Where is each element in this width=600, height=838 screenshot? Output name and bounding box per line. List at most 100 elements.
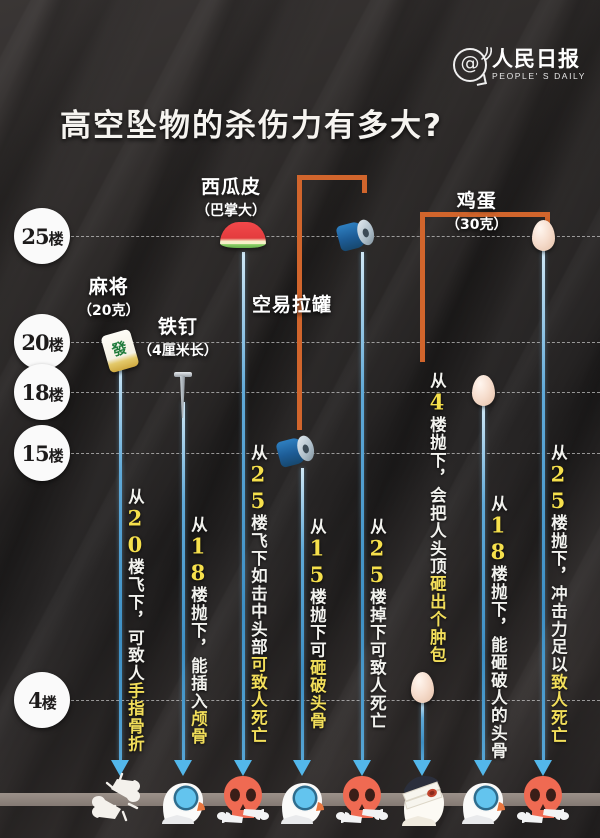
floor-badge-text: 18楼 bbox=[21, 379, 63, 405]
caption-part: 从 bbox=[125, 488, 145, 506]
floor-badge-20: 20楼 bbox=[14, 314, 70, 370]
drop-line-egg-18 bbox=[481, 405, 485, 760]
can-bracket-top bbox=[297, 175, 362, 180]
drop-line-egg-25 bbox=[541, 250, 545, 760]
logo-brand-cn: 人民日报 bbox=[492, 46, 581, 71]
floor-badge-text: 25楼 bbox=[21, 223, 63, 249]
caption-part: 从 bbox=[427, 372, 447, 390]
pierced-head-icon bbox=[452, 768, 514, 830]
can-object-icon bbox=[275, 433, 317, 469]
caption-part: 从 bbox=[188, 516, 208, 534]
caption-part: 颅骨 bbox=[188, 710, 208, 746]
object-label-name: 铁钉 bbox=[157, 316, 198, 338]
drop-line-watermelon bbox=[241, 252, 245, 760]
egg-object-icon bbox=[472, 375, 495, 406]
skull-icon bbox=[512, 768, 574, 830]
drop-line-can-15 bbox=[300, 468, 304, 760]
pierced-head-icon bbox=[271, 768, 333, 830]
caption-part: 砸出个肿包 bbox=[427, 575, 447, 664]
caption-part: 20 bbox=[122, 505, 148, 559]
floor-badge-4: 4楼 bbox=[14, 672, 70, 728]
mahjong-object-icon: 發 bbox=[100, 328, 140, 374]
broken-bone-icon bbox=[89, 768, 151, 830]
floor-badge-25: 25楼 bbox=[14, 208, 70, 264]
caption-part: 从 bbox=[548, 444, 568, 462]
floor-line-15 bbox=[56, 453, 600, 454]
floor-badge-18: 18楼 bbox=[14, 364, 70, 420]
caption-part: 楼掉下可致人死亡 bbox=[367, 588, 387, 730]
watermelon-object-icon bbox=[220, 222, 266, 248]
caption-part: 手指骨折 bbox=[125, 682, 145, 753]
caption-part: 楼抛下，冲击力足以 bbox=[548, 514, 568, 674]
nail-object-icon bbox=[174, 372, 192, 418]
bandaged-head-icon bbox=[391, 768, 453, 830]
caption-part: 可致人死亡 bbox=[248, 655, 268, 745]
caption-part: 楼抛下，会把人头顶 bbox=[427, 415, 447, 576]
floor-badge-text: 4楼 bbox=[28, 687, 57, 713]
impact-caption-egg-4: 从4楼抛下，会把人头顶砸出个肿包 bbox=[424, 372, 450, 664]
impact-caption-mahjong: 从20楼飞下，可致人手指骨折 bbox=[122, 488, 148, 753]
caption-part: 楼抛下，能插入 bbox=[188, 586, 208, 711]
object-label-watermelon: 西瓜皮 （巴掌大） bbox=[196, 172, 266, 220]
caption-part: 楼抛下可 bbox=[307, 588, 327, 659]
can-object-icon bbox=[335, 217, 377, 253]
floor-badge-text: 15楼 bbox=[21, 440, 63, 466]
caption-part: 从 bbox=[367, 518, 387, 536]
egg-object-icon bbox=[411, 672, 434, 703]
skull-icon bbox=[212, 768, 274, 830]
floor-badge-15: 15楼 bbox=[14, 425, 70, 481]
caption-part: 25 bbox=[364, 535, 390, 589]
egg-bracket-left bbox=[420, 212, 425, 362]
object-label-name: 西瓜皮 bbox=[200, 176, 261, 198]
object-label-sub: （巴掌大） bbox=[196, 203, 266, 219]
object-label-name: 麻将 bbox=[88, 276, 129, 298]
floor-line-18 bbox=[56, 392, 600, 393]
caption-part: 25 bbox=[245, 461, 271, 515]
caption-part: 从 bbox=[488, 495, 508, 513]
peoples-daily-logo: @ 人民日报 PEOPLE' S DAILY bbox=[453, 46, 586, 82]
egg-bracket-top bbox=[420, 212, 545, 217]
caption-part: 楼飞下，可致人 bbox=[125, 558, 145, 683]
at-glyph: @ bbox=[460, 52, 480, 74]
impact-caption-egg-18: 从18楼抛下，能砸破人的头骨 bbox=[485, 495, 511, 760]
object-label-nail: 铁钉 （4厘米长） bbox=[138, 312, 218, 360]
impact-caption-watermelon: 从25楼飞下如击中头部可致人死亡 bbox=[245, 444, 271, 745]
floor-badge-text: 20楼 bbox=[21, 329, 63, 355]
caption-part: 致人死亡 bbox=[548, 673, 568, 745]
logo-text: 人民日报 PEOPLE' S DAILY bbox=[492, 46, 586, 82]
drop-line-mahjong bbox=[118, 362, 122, 760]
page-title: 高空坠物的杀伤力有多大? bbox=[60, 108, 443, 144]
at-icon: @ bbox=[453, 47, 493, 82]
can-bracket-left bbox=[297, 175, 302, 430]
object-label-sub: （20克） bbox=[78, 303, 140, 319]
caption-part: 砸破头骨 bbox=[307, 658, 327, 730]
caption-part: 从 bbox=[248, 444, 268, 462]
object-label-mahjong: 麻将 （20克） bbox=[78, 272, 139, 320]
signal-wave-icon bbox=[481, 47, 493, 61]
impact-caption-nail: 从18楼抛下，能插入颅骨 bbox=[185, 516, 211, 746]
object-label-sub: （30克） bbox=[446, 217, 508, 233]
pierced-head-icon bbox=[152, 768, 214, 830]
egg-object-icon bbox=[532, 220, 555, 251]
impact-caption-can-25: 从25楼掉下可致人死亡 bbox=[364, 518, 390, 730]
caption-part: 18 bbox=[485, 512, 511, 566]
can-label: 空易拉罐 bbox=[252, 294, 333, 316]
caption-part: 18 bbox=[185, 533, 211, 587]
logo-brand-en: PEOPLE' S DAILY bbox=[492, 70, 586, 81]
object-label-egg: 鸡蛋 （30克） bbox=[446, 186, 507, 234]
drop-line-egg-4 bbox=[420, 702, 424, 760]
caption-part: 25 bbox=[545, 461, 571, 515]
caption-part: 15 bbox=[304, 535, 330, 589]
drop-line-nail bbox=[181, 402, 185, 760]
skull-icon bbox=[331, 768, 393, 830]
caption-part: 4 bbox=[424, 389, 450, 416]
object-label-name: 鸡蛋 bbox=[456, 190, 497, 212]
drop-line-can-25 bbox=[360, 252, 364, 760]
floor-line-25 bbox=[56, 236, 600, 237]
object-label-sub: （4厘米长） bbox=[138, 343, 218, 359]
impact-caption-egg-25: 从25楼抛下，冲击力足以致人死亡 bbox=[545, 444, 571, 745]
caption-part: 楼飞下如击中头部 bbox=[248, 514, 268, 656]
floor-line-4 bbox=[56, 700, 600, 701]
floor-line-20 bbox=[56, 342, 600, 343]
